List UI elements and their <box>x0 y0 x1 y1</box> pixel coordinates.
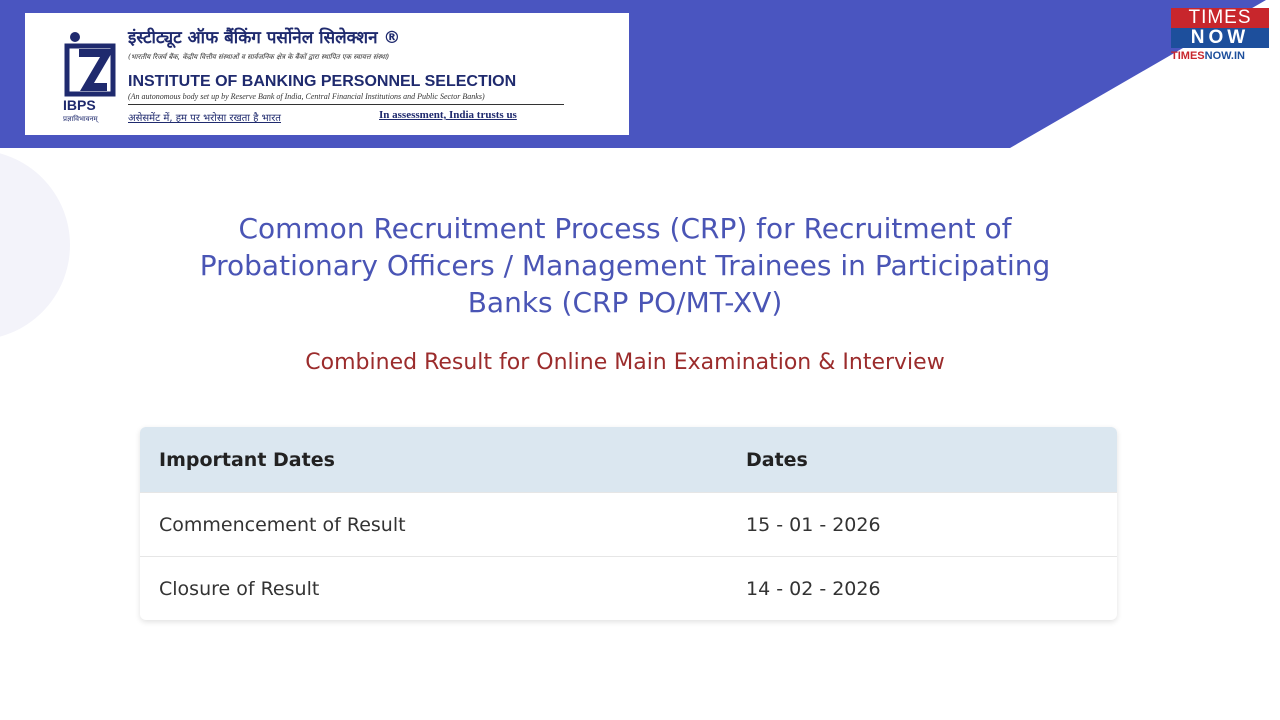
page-subtitle: Combined Result for Online Main Examinat… <box>305 350 945 375</box>
logo-hindi-sub: (भारतीय रिजर्व बैंक, केंद्रीय वित्तीय सं… <box>128 53 390 61</box>
page-title: Common Recruitment Process (CRP) for Rec… <box>199 212 1051 319</box>
logo-hindi-name: इंस्टीट्यूट ऑफ बैंकिंग पर्सोनेल सिलेक्शन… <box>128 28 401 48</box>
logo-tagline-hindi: असेसमेंट में, हम पर भरोसा रखता है भारत <box>128 113 281 124</box>
ibps-abbr: IBPS <box>63 97 96 113</box>
event-name: Commencement of Result <box>159 513 406 536</box>
logo-tagline-english: In assessment, India trusts us <box>379 109 517 121</box>
watermark-now: NOW <box>1171 28 1269 48</box>
ibps-motto: प्रज्ञाविभावनम् <box>63 115 98 123</box>
watermark-url: TIMESNOW.IN <box>1171 50 1269 62</box>
decorative-circle <box>0 153 70 337</box>
ibps-emblem-icon <box>64 32 116 97</box>
event-name: Closure of Result <box>159 577 320 600</box>
logo-divider <box>128 104 564 105</box>
header-important-dates: Important Dates <box>159 448 335 471</box>
table-row: Commencement of Result 15 - 01 - 2026 <box>140 492 1117 556</box>
event-date: 14 - 02 - 2026 <box>746 577 881 600</box>
logo-english-name: INSTITUTE OF BANKING PERSONNEL SELECTION <box>128 73 517 90</box>
table-row: Closure of Result 14 - 02 - 2026 <box>140 556 1117 620</box>
watermark-times: TIMES <box>1171 8 1269 28</box>
watermark-url-b: NOW.IN <box>1204 50 1245 62</box>
ibps-logo-banner: IBPS प्रज्ञाविभावनम् इंस्टीट्यूट ऑफ बैंक… <box>25 13 629 135</box>
important-dates-table: Important Dates Dates Commencement of Re… <box>140 427 1117 620</box>
watermark-url-a: TIMES <box>1171 50 1205 62</box>
times-now-watermark: TIMES NOW TIMESNOW.IN <box>1171 8 1269 62</box>
logo-english-sub: (An autonomous body set up by Reserve Ba… <box>128 92 485 101</box>
table-header-row: Important Dates Dates <box>140 427 1117 492</box>
header-dates: Dates <box>746 448 808 471</box>
event-date: 15 - 01 - 2026 <box>746 513 881 536</box>
